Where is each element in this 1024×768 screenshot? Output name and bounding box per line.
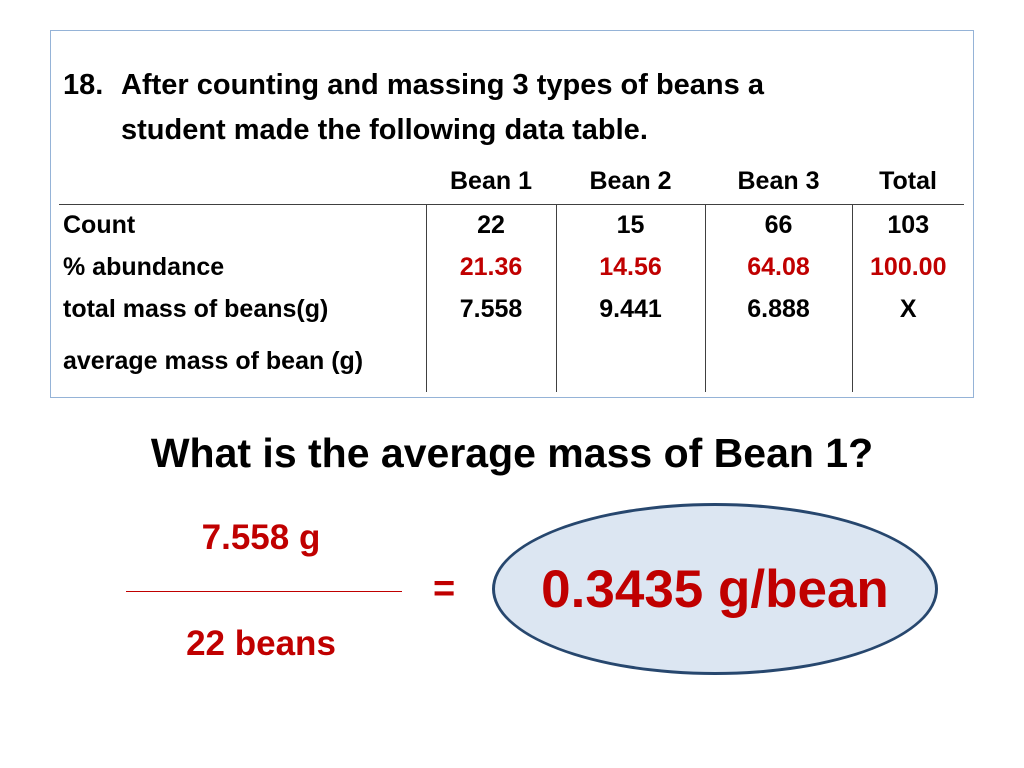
cell-value: 22 bbox=[425, 204, 556, 246]
equals-sign: = bbox=[433, 568, 456, 610]
column-header-blank bbox=[59, 159, 426, 205]
cell-value: 6.888 bbox=[704, 288, 852, 330]
cell-value: 9.441 bbox=[555, 288, 705, 330]
row-label: total mass of beans(g) bbox=[63, 294, 329, 323]
question-title: What is the average mass of Bean 1? bbox=[150, 430, 874, 476]
heading-line-1: After counting and massing 3 types of be… bbox=[121, 69, 764, 101]
row-label: average mass of bean (g) bbox=[63, 346, 364, 375]
fraction-numerator: 7.558 g bbox=[201, 518, 321, 557]
cell-value bbox=[704, 330, 852, 392]
fraction-denominator: 22 beans bbox=[186, 624, 336, 663]
cell-value: 7.558 bbox=[425, 288, 556, 330]
row-label: Count bbox=[63, 210, 136, 239]
table-row-average-mass: average mass of bean (g) bbox=[59, 330, 964, 392]
column-header-bean2: Bean 2 bbox=[556, 159, 705, 205]
data-table: Bean 1 Bean 2 Bean 3 Total Count 22 15 6… bbox=[59, 159, 964, 392]
fraction-bar bbox=[126, 591, 402, 592]
question-heading: 18. After counting and massing 3 types o… bbox=[63, 63, 943, 153]
table-header-row: Bean 1 Bean 2 Bean 3 Total bbox=[59, 159, 964, 205]
question-number: 18. bbox=[63, 69, 104, 101]
cell-value: 21.36 bbox=[425, 246, 556, 288]
cell-value: 100.00 bbox=[851, 246, 964, 288]
question-heading-text: After counting and massing 3 types of be… bbox=[121, 63, 943, 153]
answer-ellipse: 0.3435 g/bean bbox=[492, 503, 938, 675]
table-row-count: Count 22 15 66 103 bbox=[59, 204, 964, 246]
table-row-total-mass: total mass of beans(g) 7.558 9.441 6.888… bbox=[59, 288, 964, 330]
cell-value: 103 bbox=[851, 204, 964, 246]
cell-value bbox=[555, 330, 705, 392]
column-header-bean3: Bean 3 bbox=[705, 159, 852, 205]
heading-line-2: student made the following data table. bbox=[121, 114, 648, 146]
cell-value: 66 bbox=[704, 204, 852, 246]
cell-value: 15 bbox=[555, 204, 705, 246]
row-label: % abundance bbox=[63, 252, 225, 281]
column-header-total: Total bbox=[852, 159, 964, 205]
cell-value bbox=[851, 330, 964, 392]
table-row-abundance: % abundance 21.36 14.56 64.08 100.00 bbox=[59, 246, 964, 288]
column-header-bean1: Bean 1 bbox=[426, 159, 556, 205]
cell-value: 14.56 bbox=[555, 246, 705, 288]
cell-value: 64.08 bbox=[704, 246, 852, 288]
answer-value: 0.3435 g/bean bbox=[541, 559, 889, 619]
cell-value bbox=[425, 330, 556, 392]
question-box: 18. After counting and massing 3 types o… bbox=[50, 30, 974, 398]
cell-value: X bbox=[851, 288, 964, 330]
